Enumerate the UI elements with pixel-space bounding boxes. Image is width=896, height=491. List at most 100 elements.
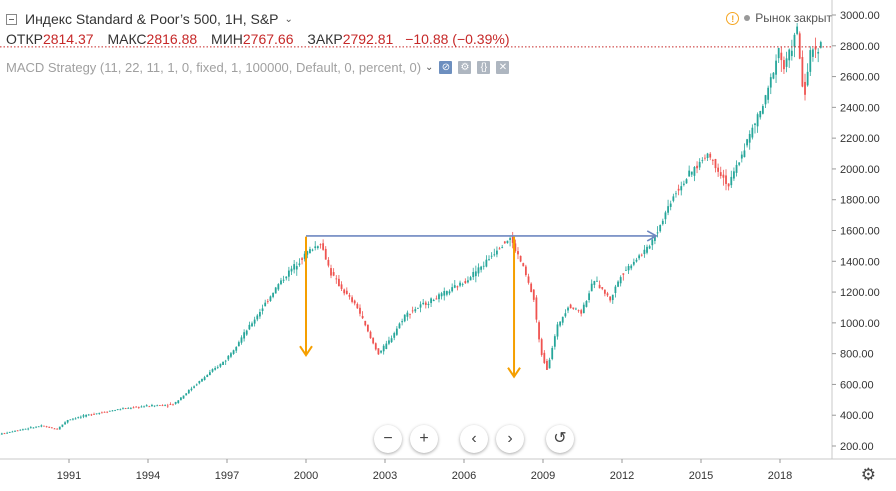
- time-tick-label: 2003: [373, 470, 397, 482]
- candle: [733, 167, 735, 181]
- candle: [285, 276, 288, 281]
- scroll-right-button[interactable]: ›: [496, 425, 524, 453]
- candle: [535, 295, 538, 323]
- candle: [546, 358, 548, 370]
- zoom-out-button[interactable]: −: [374, 425, 402, 453]
- candle: [414, 306, 417, 313]
- candle: [582, 302, 585, 314]
- chevron-down-icon[interactable]: ⌄: [284, 14, 293, 25]
- candle: [382, 344, 385, 355]
- gear-icon[interactable]: ⚙: [860, 465, 876, 484]
- candle: [677, 184, 680, 196]
- down-arrow[interactable]: [507, 236, 521, 379]
- candle: [3, 432, 6, 435]
- chevron-down-icon[interactable]: ⌄: [425, 62, 434, 73]
- candle: [709, 152, 712, 161]
- candle: [777, 47, 780, 63]
- candle: [764, 94, 767, 108]
- candle: [24, 428, 27, 430]
- candle: [522, 262, 525, 267]
- candle: [322, 239, 325, 251]
- candle: [614, 284, 617, 298]
- candle: [503, 240, 506, 245]
- candle: [111, 409, 114, 412]
- candle: [98, 412, 101, 415]
- chart-legend: Индекс Standard & Poor’s 500, 1Н, S&P ⌄ …: [6, 10, 509, 77]
- candle: [140, 405, 143, 408]
- candle: [330, 264, 332, 279]
- candle: [496, 246, 498, 258]
- scroll-left-button[interactable]: ‹: [460, 425, 488, 453]
- reset-chart-button[interactable]: ↺: [546, 425, 574, 453]
- price-tick-label: 1800.00: [840, 195, 880, 207]
- candle: [809, 46, 812, 77]
- zoom-in-button[interactable]: +: [410, 425, 438, 453]
- candle: [490, 252, 493, 259]
- candle: [482, 261, 485, 270]
- candle: [801, 50, 804, 88]
- candle: [43, 425, 45, 427]
- candle: [798, 31, 801, 60]
- candle: [132, 406, 135, 409]
- remove-icon[interactable]: ✕: [496, 61, 510, 74]
- market-status[interactable]: ! Рынок закрыт: [726, 11, 832, 25]
- candle: [151, 403, 153, 407]
- candle: [119, 408, 122, 411]
- candle: [335, 275, 338, 284]
- candle: [272, 292, 274, 299]
- time-tick-label: 2015: [689, 470, 713, 482]
- price-axis[interactable]: 3000.00 2800.00 2600.00 2400.00 2200.00 2000.…: [832, 10, 880, 453]
- candle: [577, 309, 580, 313]
- symbol-title[interactable]: Индекс Standard & Poor’s 500, 1Н, S&P: [25, 11, 279, 27]
- collapse-icon[interactable]: [6, 14, 17, 25]
- candle: [796, 22, 799, 36]
- candle: [432, 298, 435, 302]
- candle: [35, 426, 37, 429]
- candle: [227, 355, 230, 362]
- candle: [785, 51, 788, 73]
- candle: [812, 47, 814, 62]
- candle: [103, 411, 106, 413]
- warning-icon[interactable]: !: [726, 11, 740, 25]
- candle: [351, 295, 353, 304]
- candle: [474, 265, 477, 283]
- candle: [58, 426, 61, 430]
- candle: [672, 193, 675, 203]
- candle: [56, 428, 59, 430]
- candle: [114, 409, 116, 412]
- candle: [477, 263, 480, 277]
- drawing-annotations: [299, 230, 658, 379]
- candle: [606, 291, 609, 297]
- candle: [338, 275, 340, 287]
- candle: [435, 295, 438, 300]
- source-code-icon[interactable]: {}: [477, 61, 491, 74]
- horizontal-trend-arrow[interactable]: [306, 230, 658, 242]
- candle: [424, 300, 427, 309]
- candle: [740, 151, 743, 163]
- candle: [706, 152, 709, 162]
- candle: [469, 275, 472, 281]
- candle: [727, 183, 730, 191]
- candle: [216, 365, 219, 370]
- candle: [775, 54, 777, 83]
- candle: [530, 282, 533, 293]
- candle: [585, 300, 588, 308]
- candle: [64, 421, 66, 425]
- candle: [448, 289, 451, 296]
- time-axis[interactable]: 1991 1994 1997 2000 2003 2006 2009 2012 2015 2018: [57, 459, 792, 482]
- candle: [264, 299, 267, 307]
- candle: [459, 280, 461, 288]
- candle: [343, 288, 346, 296]
- candle: [182, 395, 185, 399]
- candle: [27, 427, 30, 431]
- down-arrow[interactable]: [299, 236, 313, 357]
- candle: [603, 289, 606, 297]
- indicator-label[interactable]: MACD Strategy (11, 22, 11, 1, 0, fixed, …: [6, 60, 422, 75]
- visibility-toggle-icon[interactable]: ⊘: [439, 61, 453, 74]
- settings-icon[interactable]: ⚙: [458, 61, 472, 74]
- candle: [153, 405, 156, 408]
- close-label: ЗАКР: [307, 31, 343, 47]
- candle: [169, 402, 172, 406]
- candle: [559, 321, 562, 328]
